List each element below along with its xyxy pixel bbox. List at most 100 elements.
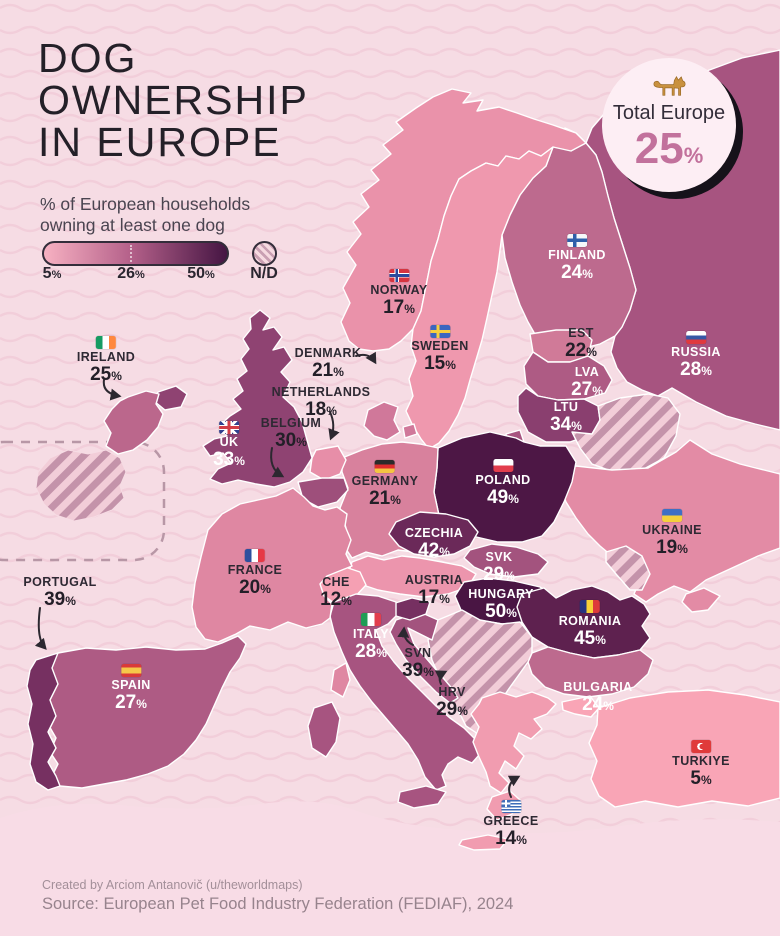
country-shape-turkiye (588, 689, 780, 808)
country-shape-spain (35, 635, 247, 789)
country-shape-france (191, 487, 353, 643)
label-slovakia: SVK 29% (483, 550, 515, 585)
label-croatia: HRV 29% (436, 685, 468, 720)
label-ukraine: UKRAINE 19% (642, 509, 702, 557)
label-ireland: IRELAND 25% (77, 336, 135, 384)
africa-landmass (0, 801, 780, 936)
label-norway: NORWAY 17% (370, 269, 427, 317)
label-netherlands: NETHERLANDS 18% (271, 385, 371, 420)
legend-min-label: 5% (42, 265, 62, 282)
greece-arrow (507, 775, 521, 798)
country-shape-netherlands (309, 445, 347, 481)
denmark-arrow (355, 351, 377, 365)
title-line-2: OWNERSHIP (38, 76, 309, 123)
badge-value: 25% (634, 124, 704, 173)
dog-icon (653, 75, 686, 96)
country-shape-sweden (405, 146, 554, 450)
label-uk: UK 33% (213, 421, 245, 469)
ireland-flag-icon (95, 336, 116, 349)
germany-flag-icon (374, 460, 395, 473)
country-shape-uk (202, 309, 313, 488)
country-shape-turkiye-europe (561, 695, 600, 718)
page-title: DOG OWNERSHIP IN EUROPE (38, 35, 309, 165)
country-shape-bulgaria (527, 646, 654, 698)
norway-flag-icon (389, 269, 409, 282)
label-finland: FINLAND 24% (548, 234, 606, 282)
country-shape-italy (329, 593, 495, 791)
label-italy: ITALY 28% (353, 613, 389, 661)
portugal-arrow (34, 607, 47, 650)
spain-flag-icon (121, 664, 141, 677)
subtitle: % of European households owning at least… (40, 194, 251, 235)
sweden-flag-icon (429, 325, 450, 338)
label-germany: GERMANY 21% (352, 460, 419, 508)
country-shape-romania (516, 585, 651, 659)
country-shape-crimea (681, 587, 721, 613)
legend-max-label: 50% (187, 265, 215, 282)
total-europe-badge: Total Europe 25% (602, 58, 736, 192)
country-shape-portugal (26, 652, 61, 791)
country-shape-czechia (388, 511, 479, 558)
label-belgium: BELGIUM 30% (260, 416, 322, 451)
legend-gradient-bar (42, 241, 229, 266)
italy-flag-icon (360, 613, 381, 626)
country-shape-sicily (397, 785, 447, 809)
finland-flag-icon (567, 234, 587, 247)
legend-mid-label: 26% (117, 265, 145, 282)
russia-flag-icon (685, 331, 706, 344)
label-greece: GREECE 14% (483, 800, 538, 848)
label-romania: ROMANIA 45% (559, 600, 622, 648)
france-flag-icon (244, 549, 265, 562)
label-france: FRANCE 20% (228, 549, 282, 597)
label-turkiye: TURKIYE 5% (672, 740, 730, 788)
ireland-arrow (102, 379, 122, 401)
label-estonia: EST 22% (565, 326, 597, 361)
credit-line: Created by Arciom Antanovič (u/theworldm… (42, 878, 303, 892)
country-shape-greece (470, 691, 557, 794)
label-portugal: PORTUGAL 39% (23, 575, 97, 610)
label-lithuania: LTU 34% (550, 400, 582, 435)
source-line: Source: European Pet Food Industry Feder… (42, 895, 514, 913)
country-shape-crete (458, 834, 509, 851)
country-shape-sardinia (307, 701, 341, 758)
title-line-1: DOG (38, 35, 138, 81)
badge-label: Total Europe (612, 102, 726, 124)
greece-flag-icon (500, 800, 521, 813)
label-austria: AUSTRIA 17% (404, 573, 464, 608)
label-hungary: HUNGARY 50% (468, 587, 534, 622)
label-sweden: SWEDEN 15% (411, 325, 468, 373)
label-poland: POLAND 49% (475, 459, 530, 507)
belgium-arrow (270, 447, 285, 478)
poland-flag-icon (493, 459, 513, 472)
uk-flag-icon (219, 421, 239, 434)
title-line-3: IN EUROPE (38, 118, 282, 165)
label-slovenia: SVN 39% (402, 646, 434, 681)
label-denmark: DENMARK 21% (294, 346, 362, 381)
callout-arrows (34, 351, 521, 798)
label-switzerland: CHE 12% (320, 575, 352, 610)
nd-label: N/D (250, 265, 278, 282)
country-shape-ireland (103, 390, 164, 455)
iceland-inset-box (0, 440, 166, 562)
label-spain: SPAIN 27% (111, 664, 150, 712)
label-russia: RUSSIA 28% (671, 331, 721, 379)
label-bulgaria: BULGARIA 24% (563, 680, 633, 715)
netherlands-arrow (328, 411, 340, 441)
turkiye-flag-icon (690, 740, 711, 753)
country-shape-moldova-nd (605, 545, 651, 591)
romania-flag-icon (580, 600, 600, 613)
label-czechia: CZECHIA 42% (404, 526, 464, 561)
label-latvia: LVA 27% (571, 365, 603, 400)
country-shape-corsica (330, 662, 351, 698)
legend-mid-tick (130, 245, 132, 262)
country-shape-slovakia (463, 543, 549, 578)
ukraine-flag-icon (662, 509, 682, 522)
country-shape-denmark-island (402, 423, 418, 439)
country-shape-iceland-nd (35, 449, 127, 522)
nd-swatch-icon (252, 241, 277, 266)
country-shape-latvia (523, 351, 613, 401)
croatia-arrow (434, 670, 448, 685)
slovenia-arrow (397, 626, 414, 646)
country-shape-denmark (363, 401, 401, 441)
